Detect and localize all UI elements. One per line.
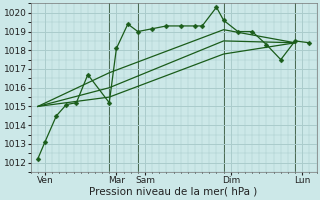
X-axis label: Pression niveau de la mer( hPa ): Pression niveau de la mer( hPa ) — [90, 187, 258, 197]
